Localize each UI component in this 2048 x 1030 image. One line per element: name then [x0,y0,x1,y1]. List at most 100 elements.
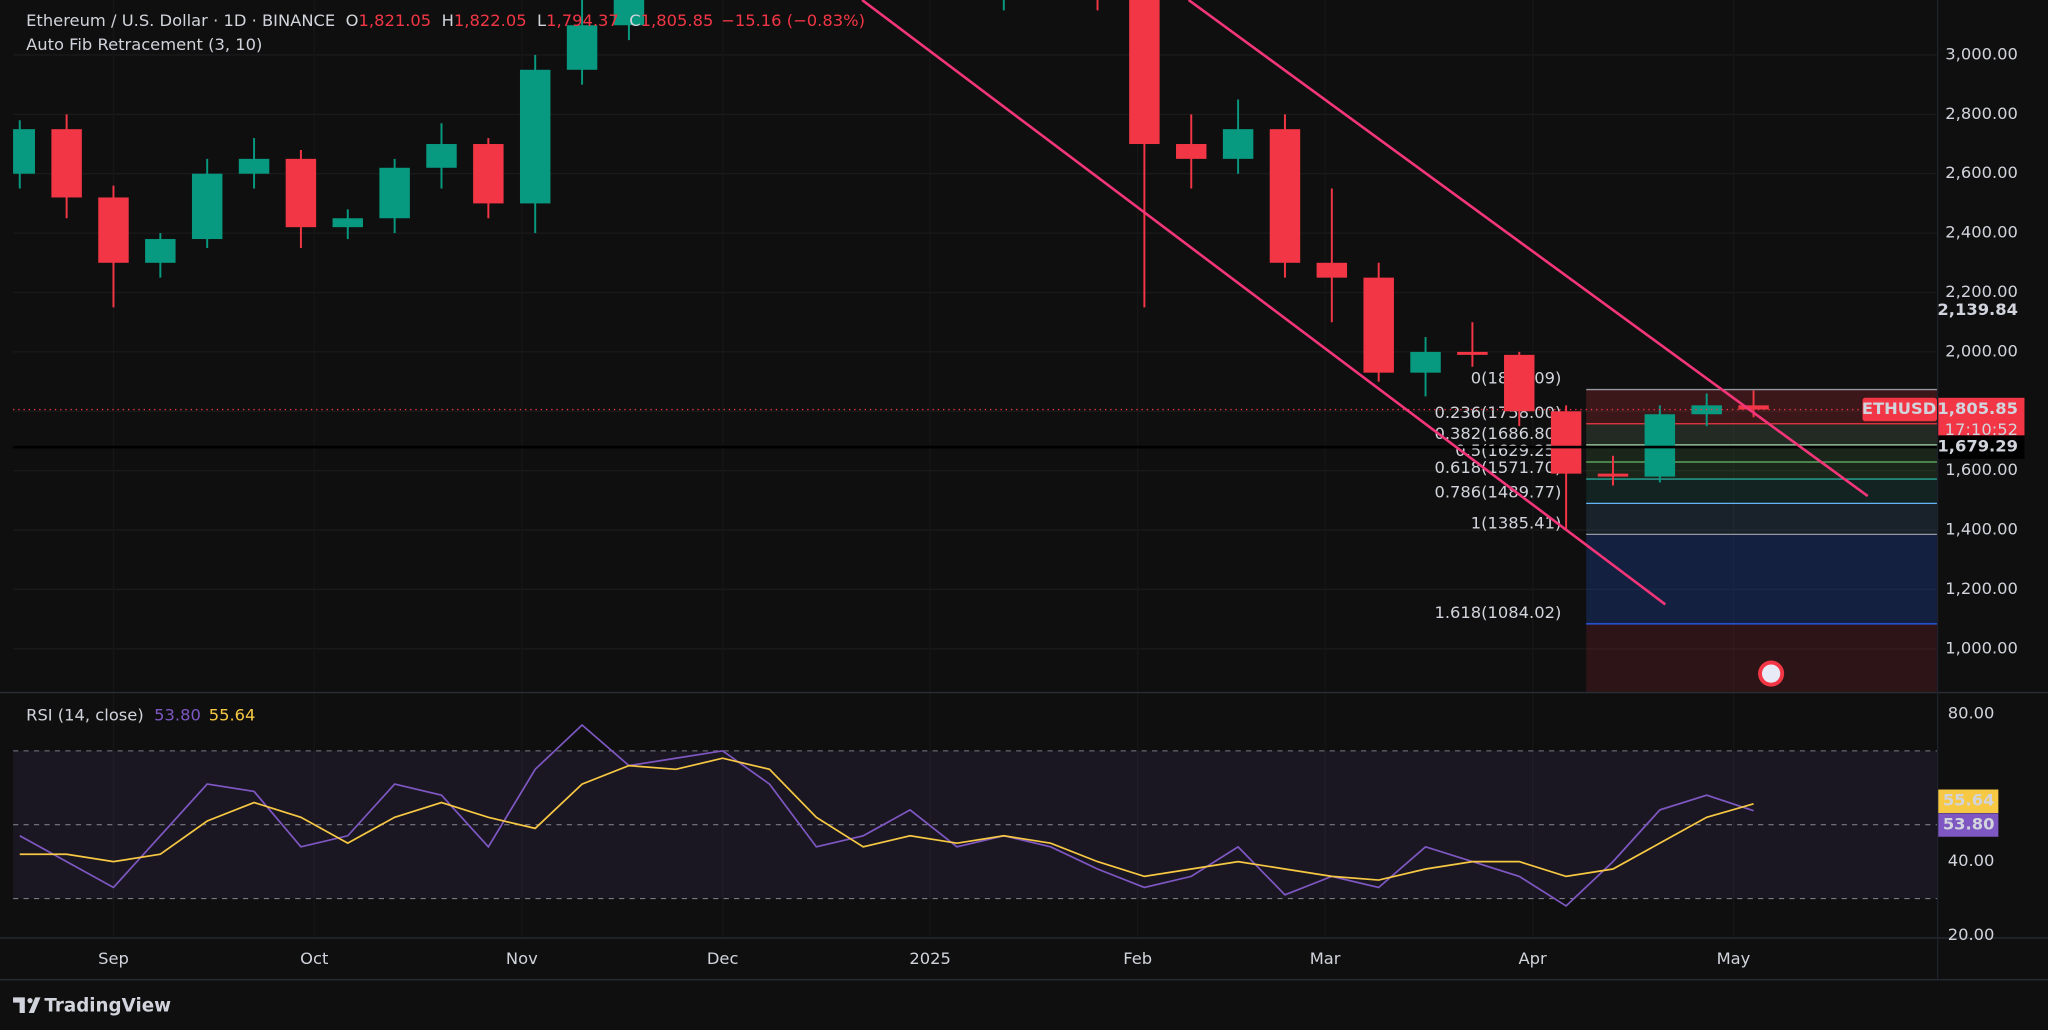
rsi-value: 53.80 [154,705,201,724]
countdown: 17:10:52 [1945,420,2018,439]
rsi-tick-label: 80.00 [1948,703,1995,722]
candle-body [1363,277,1394,373]
y-tick-label: 3,000.00 [1945,44,2018,63]
change: −15.16 (−0.83%) [721,10,865,29]
x-tick-label: May [1717,949,1751,968]
rsi-ma-value: 55.64 [209,705,256,724]
fib-label: 0.236(1758.00) [1434,403,1561,422]
ohlc-value: 1,794.37 [546,10,619,29]
candle-body [1550,411,1582,474]
candle-body [238,158,270,174]
candle-body [13,129,35,174]
rsi-tag [1938,813,1999,837]
chart-legend: Ethereum / U.S. Dollar · 1D · BINANCE O1,… [26,10,865,29]
x-tick-label: Dec [707,949,739,968]
candle-body [285,158,317,228]
candle-body [332,218,364,228]
candle-body [1504,354,1535,412]
indicator-label: Auto Fib Retracement (3, 10) [26,35,262,54]
rsi-tick-label: 40.00 [1948,851,1995,870]
fib-band [1586,479,1937,504]
price-mark-label: 1,679.29 [1937,437,2018,456]
channel-lower [861,0,1667,606]
y-tick-label: 1,200.00 [1945,579,2018,598]
candle-body [1129,0,1160,145]
candle-body [613,0,645,26]
candle-body [98,197,129,263]
x-tick-label: Mar [1310,949,1341,968]
logo-dot [27,998,33,1004]
y-tick-label: 2,600.00 [1945,163,2018,182]
candle-body [191,173,223,240]
ohlc-value: 1,822.05 [454,10,527,29]
candle-body [473,144,504,204]
fib-band [1586,461,1937,480]
rsi-line [19,723,1754,907]
fib-label: 0.618(1571.70) [1434,458,1561,477]
rsi-legend: RSI (14, close) 53.80 55.64 [26,705,255,724]
candle-body [1597,473,1629,477]
candle-body [1410,351,1441,373]
event-flag [1761,664,1781,683]
overlay [861,0,1869,606]
fib-band [1586,423,1937,445]
price-pane: 0(1873.09)0.236(1758.00)0.382(1686.80)0.… [13,0,1937,692]
rsi-tag [1938,789,1999,814]
ohlc-value: 1,821.05 [359,10,432,29]
candle-body [1222,129,1254,159]
price-tag [1938,397,2025,443]
candle-body [426,144,457,168]
fib-label: 0.5(1629.25) [1455,441,1561,460]
candle-body [1316,262,1348,278]
ohlc-key: L [537,10,546,29]
price-mark-bg [1938,298,2025,323]
ohlc-key: H [442,10,454,29]
x-tick-label: Oct [300,949,328,968]
axes: 1,000.001,200.001,400.001,600.001,800.00… [98,44,2025,968]
price-tag-text: 1,805.85 [1937,399,2018,418]
symbol-title: Ethereum / U.S. Dollar · 1D · BINANCE [26,10,335,29]
fib-band [1586,503,1937,535]
candle-body [519,69,551,204]
rsi-title: RSI (14, close) [26,705,144,724]
symbol-tag [1862,397,1937,422]
fib-label: 0.382(1686.80) [1434,424,1561,443]
x-tick-label: 2025 [909,949,951,968]
candle-body [1176,144,1207,159]
candle-body [1457,351,1488,355]
price-mark-bg [1938,435,2025,459]
candle-body [1644,414,1676,477]
y-tick-label: 2,400.00 [1945,223,2018,242]
rsi-tag-text: 55.64 [1943,791,1995,810]
candle-body [1738,405,1769,410]
x-tick-label: Feb [1123,949,1152,968]
fib-band [1586,534,1937,624]
x-tick-label: Sep [98,949,129,968]
y-tick-label: 2,800.00 [1945,104,2018,123]
logo-icon [13,997,41,1014]
y-tick-label: 2,000.00 [1945,341,2018,360]
fib-label: 1(1385.41) [1471,513,1562,532]
symbol-tag-text: ETHUSD [1862,399,1936,418]
fib-label: 1.618(1084.02) [1434,603,1561,622]
rsi-ma-line [19,757,1754,881]
candle-body [145,239,176,263]
candle-body [566,25,598,70]
ohlc-value: 1,805.85 [641,10,714,29]
x-tick-label: Apr [1519,949,1548,968]
y-tick-label: 1,600.00 [1945,460,2018,479]
rsi-tag-text: 53.80 [1943,815,1995,834]
candle-body [1269,129,1301,263]
rsi-pane [13,693,1937,938]
brand: TradingView [44,996,171,1017]
x-tick-label: Nov [506,949,538,968]
ohlc-key: C [629,10,640,29]
y-tick-label: 1,000.00 [1945,638,2018,657]
y-tick-label: 1,400.00 [1945,520,2018,539]
candle-body [379,167,410,219]
fib-label: 0.786(1489.77) [1434,482,1561,501]
tradingview-logo: TradingView [13,996,171,1017]
